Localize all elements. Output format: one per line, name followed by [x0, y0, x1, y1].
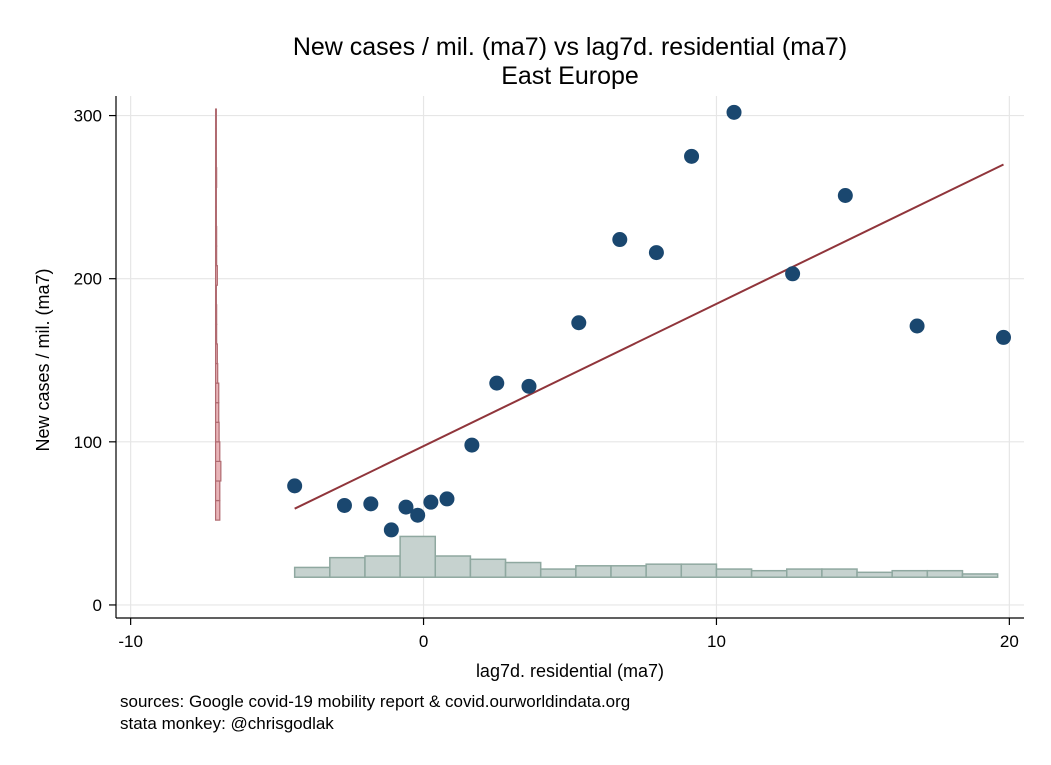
- x-histogram-bar: [680, 563, 718, 578]
- author-note: stata monkey: @chrisgodlak: [120, 714, 334, 733]
- y-marginal-histogram: [214, 108, 222, 521]
- y-histogram-bar: [214, 265, 218, 286]
- y-histogram-bar: [214, 421, 220, 443]
- x-histogram-bar: [539, 568, 577, 578]
- data-point: [336, 497, 352, 513]
- y-histogram-bar: [214, 460, 222, 482]
- x-histogram-bar: [856, 571, 893, 578]
- x-histogram-bar: [504, 561, 542, 578]
- data-point: [785, 266, 801, 282]
- x-histogram-bar: [750, 569, 788, 578]
- y-histogram-bar: [214, 284, 217, 306]
- y-histogram-bar: [214, 186, 217, 208]
- y-histogram-bar: [214, 304, 218, 325]
- data-point: [837, 188, 853, 204]
- fit-line: [294, 163, 1004, 510]
- y-histogram-bar: [214, 147, 217, 169]
- chart-subtitle: East Europe: [501, 62, 639, 90]
- chart-title: New cases / mil. (ma7) vs lag7d. residen…: [293, 33, 847, 61]
- x-tick-label: -10: [118, 632, 143, 651]
- x-histogram-bar: [785, 568, 823, 578]
- source-note: sources: Google covid-19 mobility report…: [120, 692, 630, 711]
- y-histogram-bar: [214, 402, 220, 423]
- data-point: [648, 245, 664, 261]
- x-tick-label: 10: [707, 632, 726, 651]
- y-histogram-bar: [214, 382, 220, 404]
- y-histogram-bar: [214, 108, 217, 130]
- x-histogram-bar: [891, 569, 929, 578]
- data-point: [489, 375, 505, 391]
- y-tick-label: 0: [93, 596, 102, 615]
- data-point: [521, 378, 537, 394]
- data-point: [726, 104, 742, 120]
- x-histogram-bar: [329, 556, 366, 578]
- x-histogram-bar: [293, 566, 331, 578]
- data-point: [464, 437, 480, 453]
- grid: [116, 96, 1024, 618]
- data-point: [571, 315, 587, 331]
- data-point: [612, 232, 628, 248]
- y-histogram-bar: [214, 225, 218, 247]
- x-histogram-bar: [575, 565, 612, 578]
- x-histogram-bar: [926, 569, 964, 578]
- y-tick-label: 100: [74, 433, 102, 452]
- data-point: [363, 496, 379, 512]
- data-point: [995, 329, 1011, 345]
- y-tick-label: 300: [74, 107, 102, 126]
- points-layer: [287, 104, 1011, 538]
- data-point: [909, 318, 925, 334]
- y-histogram-bar: [214, 167, 218, 188]
- data-point: [287, 478, 303, 494]
- x-axis-label: lag7d. residential (ma7): [476, 661, 664, 681]
- x-tick-label: 0: [419, 632, 428, 651]
- data-point: [383, 522, 399, 538]
- y-histogram-bar: [214, 128, 217, 149]
- x-histogram-bar: [715, 568, 753, 578]
- y-histogram-bar: [214, 245, 218, 267]
- x-histogram-bar: [399, 535, 437, 578]
- x-histogram-bar: [364, 555, 401, 578]
- y-histogram-bar: [214, 323, 218, 345]
- x-histogram-bar: [645, 563, 683, 578]
- x-marginal-histogram: [293, 535, 999, 578]
- x-histogram-bar: [821, 568, 858, 578]
- x-tick-label: 20: [1000, 632, 1019, 651]
- data-point: [410, 507, 426, 523]
- y-histogram-bar: [214, 441, 221, 463]
- y-histogram-bar: [214, 480, 221, 502]
- x-histogram-bar: [469, 558, 507, 578]
- y-histogram-bar: [214, 343, 218, 365]
- data-point: [398, 499, 414, 515]
- y-axis-ticks: 0 100 200 300: [74, 107, 116, 615]
- y-histogram-bar: [214, 206, 217, 228]
- x-histogram-bar: [610, 565, 647, 578]
- data-point: [439, 491, 455, 507]
- data-point: [423, 494, 439, 510]
- x-axis-ticks: -10 0 10 20: [118, 618, 1019, 651]
- y-histogram-bar: [214, 362, 219, 384]
- data-point: [684, 148, 700, 164]
- x-histogram-bar: [961, 573, 999, 578]
- y-axis-label: New cases / mil. (ma7): [33, 268, 53, 451]
- fit-line-layer: [294, 163, 1004, 510]
- y-tick-label: 200: [74, 270, 102, 289]
- x-histogram-bar: [434, 555, 472, 578]
- y-histogram-bar: [214, 499, 221, 521]
